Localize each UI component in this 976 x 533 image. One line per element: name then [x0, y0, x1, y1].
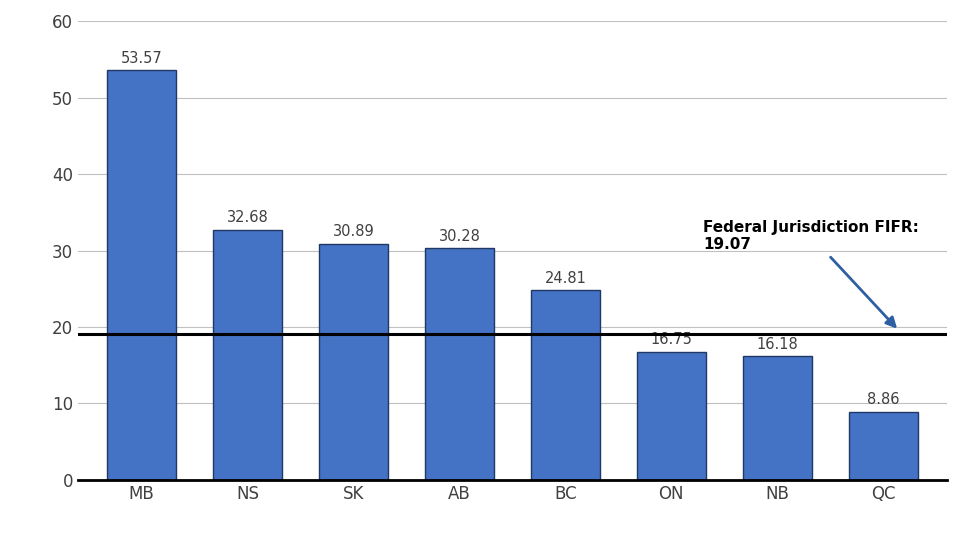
Text: 16.75: 16.75 — [650, 332, 692, 347]
Bar — [425, 248, 494, 480]
Text: 24.81: 24.81 — [545, 271, 587, 286]
Text: 32.68: 32.68 — [226, 211, 268, 225]
Text: 30.89: 30.89 — [333, 224, 375, 239]
Text: 8.86: 8.86 — [867, 392, 900, 407]
Bar — [319, 244, 387, 480]
Text: 16.18: 16.18 — [756, 336, 798, 351]
Bar — [213, 230, 282, 480]
Bar — [531, 290, 600, 480]
Text: Federal Jurisdiction FIFR:
19.07: Federal Jurisdiction FIFR: 19.07 — [703, 220, 919, 326]
Bar — [107, 70, 176, 480]
Text: 30.28: 30.28 — [438, 229, 480, 244]
Bar — [637, 352, 706, 480]
Bar — [743, 356, 812, 480]
Text: 53.57: 53.57 — [121, 51, 163, 66]
Bar — [849, 412, 917, 480]
